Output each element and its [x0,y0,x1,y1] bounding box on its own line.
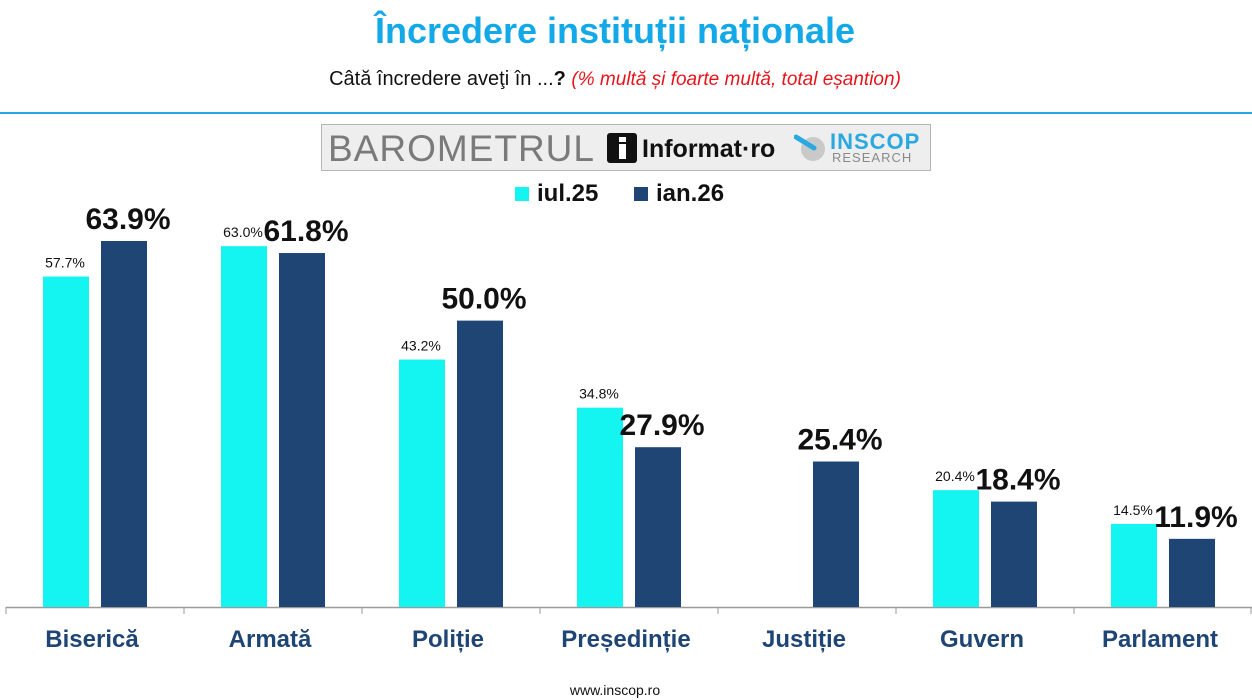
footer-url: www.inscop.ro [569,682,661,698]
header-divider [0,112,1252,114]
data-label-series-1: 57.7% [45,255,85,271]
subtitle-note: (% multă și foarte multă, total eșantion… [571,69,901,90]
barometrul-logo-text: BAROMETRUL [328,128,595,169]
bar-series-1 [933,490,979,607]
inscop-research-text: RESEARCH [832,150,913,165]
bar-series-1 [1111,523,1157,607]
category-label: Biserică [45,626,139,653]
data-label-series-2: 27.9% [619,409,704,442]
legend-swatch-series-1 [515,187,529,201]
data-label-series-1: 63.0% [223,224,263,240]
informat-logo-text: Informat·ro [642,135,776,163]
inscop-logo-icon [794,134,825,161]
data-label-series-2: 50.0% [441,283,526,316]
data-label-series-1: 34.8% [579,386,619,402]
data-label-series-2: 63.9% [85,203,170,236]
category-label: Armată [229,626,312,653]
bar-series-1 [43,276,89,607]
informat-logo-icon [607,133,637,163]
bar-series-2 [813,461,859,607]
page-title: Încredere instituții naționale [374,10,856,51]
data-label-series-1: 14.5% [1113,502,1153,518]
inscop-logo-text: INSCOP [830,129,921,154]
legend-label-series-2: ian.26 [656,180,725,207]
category-label: Poliție [412,626,484,653]
page-subtitle: Câtă încredere aveţi în ...? (% multă și… [0,68,1230,91]
bar-series-2 [457,320,503,607]
bar-series-1 [221,246,267,608]
chart-legend: iul.25 ian.26 [0,180,1252,210]
data-label-series-2: 61.8% [263,215,348,248]
data-label-series-2: 25.4% [797,424,882,457]
logo-banner: BAROMETRUL Informat·ro INSCOP RESEARCH [321,124,931,171]
bar-series-2 [991,501,1037,607]
bar-series-2 [1169,538,1215,607]
category-label: Justiție [762,626,846,653]
bar-series-2 [635,447,681,607]
legend-swatch-series-2 [634,187,648,201]
legend-item-series-1: iul.25 [515,180,598,208]
bar-chart: 57.7% 63.9% Biserică 63.0% 61.8% Armată 43.2% 5… [5,203,1252,653]
legend-item-series-2: ian.26 [634,180,724,208]
bar-series-2 [101,241,147,607]
data-label-series-2: 11.9% [1154,501,1237,534]
data-label-series-2: 18.4% [975,464,1060,497]
bar-series-1 [577,407,623,607]
subtitle-question-mark: ? [553,68,566,90]
data-label-series-1: 43.2% [401,338,441,354]
category-label: Președinție [561,626,690,653]
category-label: Parlament [1102,626,1218,653]
legend-label-series-1: iul.25 [537,180,599,207]
subtitle-question: Câtă încredere aveţi în ... [329,68,554,90]
bar-series-2 [279,253,325,607]
data-label-series-1: 20.4% [935,468,975,484]
category-label: Guvern [940,626,1024,653]
bar-series-1 [399,359,445,607]
